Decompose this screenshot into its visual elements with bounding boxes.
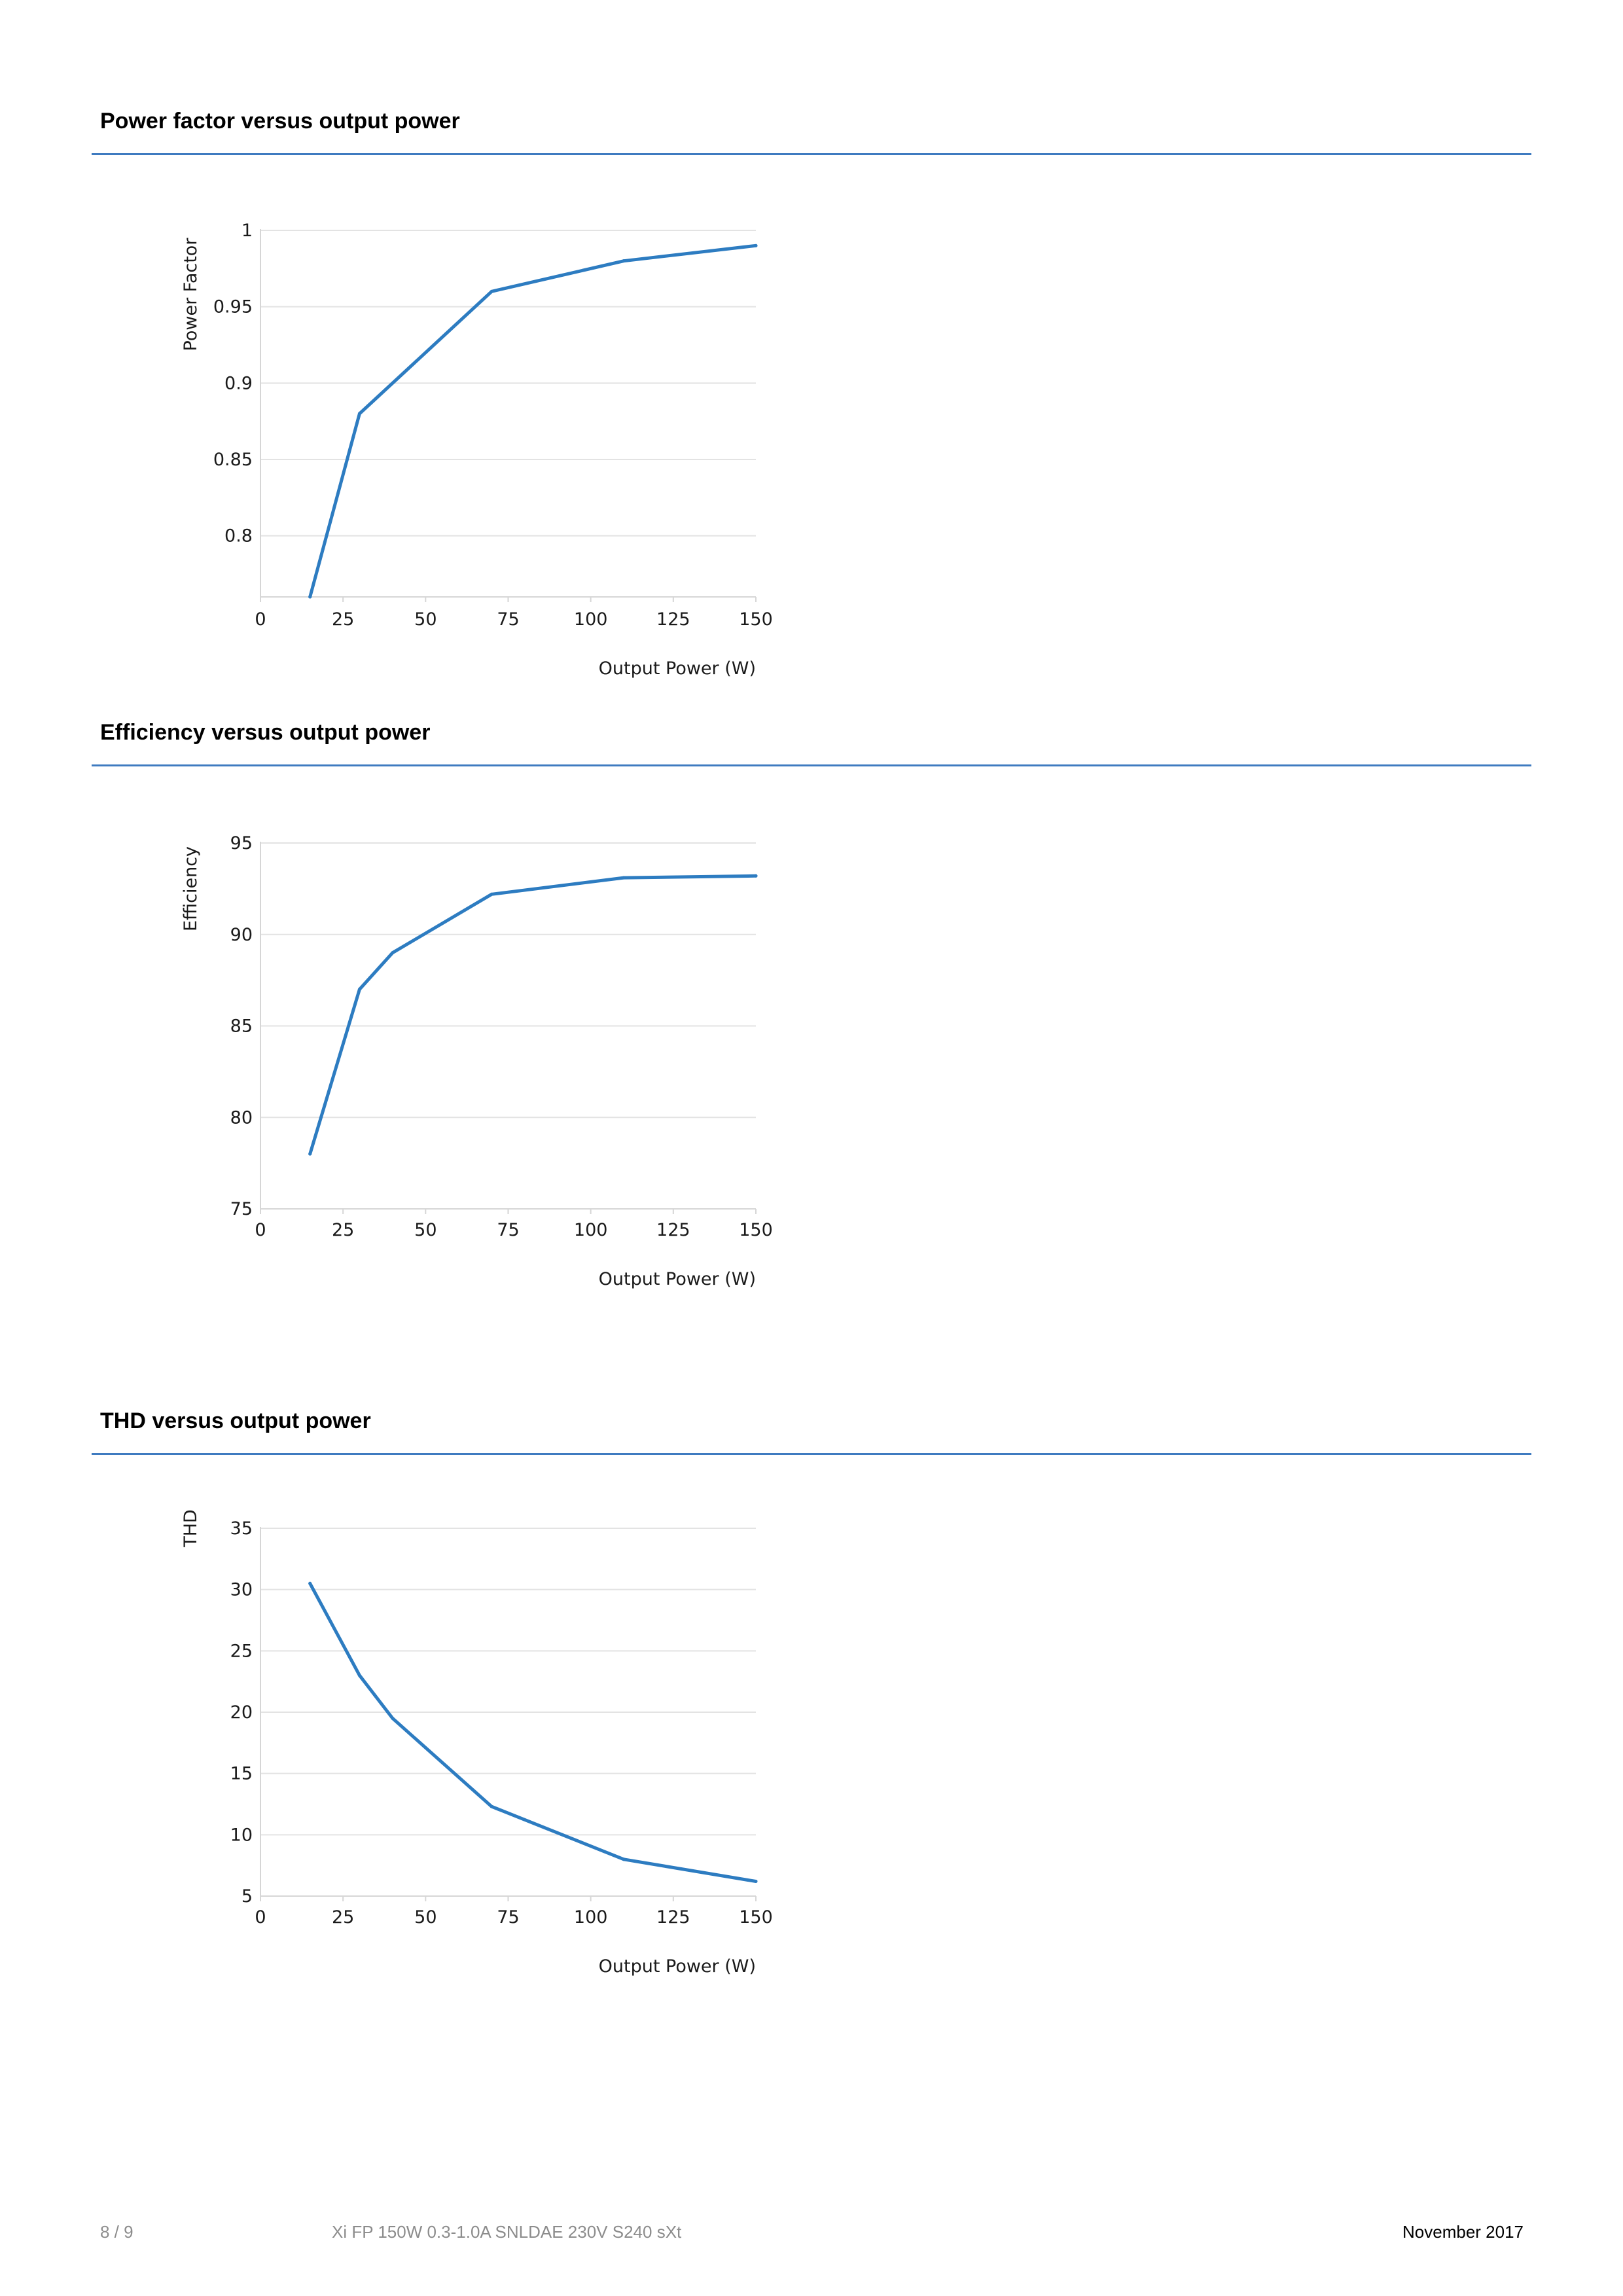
y-tick-label: 0.9	[224, 373, 253, 393]
data-point	[490, 1804, 493, 1808]
y-tick-label: 35	[230, 1518, 253, 1539]
data-point	[754, 243, 758, 247]
x-tick-label: 50	[414, 1907, 437, 1928]
x-tick-label: 75	[497, 1220, 519, 1240]
x-tick-label: 150	[739, 1907, 773, 1928]
section-divider	[92, 764, 1531, 766]
data-point	[490, 289, 493, 293]
y-tick-label: 25	[230, 1641, 253, 1661]
data-point	[754, 874, 758, 878]
x-tick-label: 100	[574, 1220, 608, 1240]
x-tick-label: 25	[332, 1907, 354, 1928]
x-tick-label: 50	[414, 609, 437, 630]
y-axis-title: Efficiency	[181, 846, 201, 931]
y-tick-label: 95	[230, 833, 253, 853]
data-point	[357, 412, 361, 416]
data-point	[622, 1857, 626, 1861]
data-point	[308, 1152, 312, 1156]
y-tick-label: 5	[241, 1886, 253, 1907]
power-factor-chart: 0.8 0.85 0.9 0.95 1 0 25 50 75 100 125 150 Output Po…	[181, 221, 773, 679]
x-axis-title: Output Power (W)	[599, 1956, 756, 1977]
y-tick-label: 85	[230, 1016, 253, 1037]
x-tick-label: 150	[739, 609, 773, 630]
y-tick-label: 10	[230, 1825, 253, 1845]
x-tick-label: 75	[497, 1907, 519, 1928]
y-tick-label: 1	[241, 221, 253, 241]
data-point	[357, 988, 361, 992]
x-axis-title: Output Power (W)	[599, 1269, 756, 1289]
data-point	[391, 1716, 395, 1720]
data-point	[754, 1880, 758, 1884]
series-line	[308, 874, 758, 1156]
data-point	[308, 595, 312, 599]
x-tick-label: 25	[332, 1220, 354, 1240]
y-axis-title: THD	[181, 1509, 201, 1548]
data-point	[622, 876, 626, 880]
footer-product-name: Xi FP 150W 0.3-1.0A SNLDAE 230V S240 sXt	[332, 2222, 682, 2242]
x-axis-title: Output Power (W)	[599, 658, 756, 679]
x-tick-label: 100	[574, 1907, 608, 1928]
section-heading-power-factor: Power factor versus output power	[100, 109, 460, 134]
x-tick-label: 0	[255, 609, 266, 630]
y-tick-label: 90	[230, 925, 253, 945]
x-tick-label: 0	[255, 1907, 266, 1928]
section-divider	[92, 1453, 1531, 1455]
y-tick-label: 75	[230, 1199, 253, 1219]
y-tick-label: 0.8	[224, 526, 253, 547]
data-point	[308, 1581, 312, 1585]
x-tick-label: 0	[255, 1220, 266, 1240]
data-point	[391, 951, 395, 955]
x-tick-label: 75	[497, 609, 519, 630]
x-tick-label: 50	[414, 1220, 437, 1240]
y-tick-label: 20	[230, 1702, 253, 1723]
y-tick-label: 15	[230, 1764, 253, 1784]
footer-page-number: 8 / 9	[100, 2222, 134, 2242]
thd-chart: 5 10 15 20 25 30 35 0 25 50 75 100 125 150 Output Powe…	[181, 1509, 773, 1977]
section-divider	[92, 153, 1531, 155]
x-tick-label: 150	[739, 1220, 773, 1240]
data-point	[490, 892, 493, 896]
y-tick-label: 80	[230, 1107, 253, 1128]
y-axis-title: Power Factor	[181, 238, 201, 351]
series-line	[308, 1581, 758, 1883]
data-point	[357, 1674, 361, 1677]
x-tick-label: 25	[332, 609, 354, 630]
section-heading-thd: THD versus output power	[100, 1408, 371, 1433]
section-heading-efficiency: Efficiency versus output power	[100, 720, 431, 745]
x-tick-label: 125	[656, 1220, 690, 1240]
x-tick-label: 125	[656, 1907, 690, 1928]
y-tick-label: 30	[230, 1580, 253, 1600]
x-tick-label: 125	[656, 609, 690, 630]
y-tick-label: 0.85	[213, 450, 253, 470]
y-tick-label: 0.95	[213, 297, 253, 317]
series-line	[308, 243, 758, 599]
efficiency-chart: 75 80 85 90 95 0 25 50 75 100 125 150 Output Power (…	[181, 833, 773, 1289]
data-point	[622, 259, 626, 263]
x-tick-label: 100	[574, 609, 608, 630]
footer-date: November 2017	[1402, 2222, 1524, 2242]
